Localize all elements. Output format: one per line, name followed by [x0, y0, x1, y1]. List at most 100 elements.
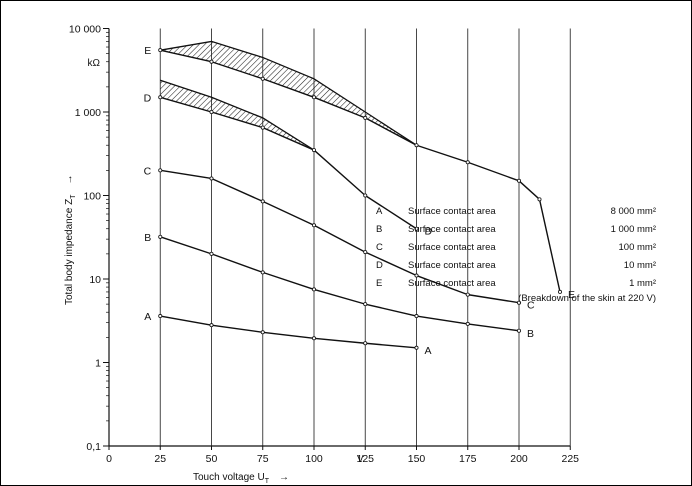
point-E — [363, 115, 368, 120]
legend-row-E: E Surface contact area 1 mm² (Breakdown of … — [376, 278, 666, 308]
point-D — [260, 125, 265, 130]
axis-labels: kΩ V Touch voltage UT → Total body impeda… — [64, 58, 364, 485]
point-C — [465, 292, 470, 297]
x-tick-label: 150 — [408, 453, 426, 465]
y-axis-title: Total body impedance ZT → — [64, 175, 77, 305]
x-tick-label: 75 — [257, 453, 269, 465]
x-tick-label: 225 — [561, 453, 579, 465]
legend-text: Surface contact area — [408, 278, 496, 289]
point-E — [465, 160, 470, 165]
legend-text: Surface contact area — [408, 260, 496, 271]
point-B — [209, 251, 214, 256]
series-end-label-A: A — [425, 345, 432, 357]
series-start-label-C: C — [144, 165, 152, 177]
point-B — [414, 314, 419, 319]
y-tick-label: 1 000 — [75, 107, 101, 119]
x-axis-title-text: Touch voltage U — [193, 472, 265, 483]
y-axis-title-sub: T — [70, 194, 77, 199]
point-D — [414, 226, 419, 231]
series-line-A — [160, 315, 417, 349]
point-E — [517, 178, 522, 183]
point-B — [363, 302, 368, 307]
point-A — [158, 314, 163, 319]
hatched-bands — [160, 40, 417, 151]
point-E — [558, 289, 563, 294]
x-tick-label: 125 — [356, 453, 374, 465]
y-axis-title-arrow: → — [64, 175, 75, 185]
point-D — [209, 110, 214, 115]
legend-row-B: B Surface contact area 1 000 mm² — [376, 224, 666, 242]
series-start-label-B: B — [144, 232, 151, 244]
point-E — [414, 143, 419, 148]
y-tick-label: 10 — [89, 274, 101, 286]
x-tick-label: 200 — [510, 453, 528, 465]
point-C — [311, 223, 316, 228]
series-line-D — [160, 96, 417, 230]
point-D — [363, 193, 368, 198]
x-tick-label: 175 — [459, 453, 477, 465]
y-axis-title-text: Total body impedance Z — [64, 199, 75, 305]
x-tick-label: 50 — [206, 453, 218, 465]
series-end-label-D: D — [425, 226, 433, 238]
x-unit-label: V — [357, 454, 364, 465]
point-C — [209, 176, 214, 181]
legend-row-C: C Surface contact area 100 mm² — [376, 242, 666, 260]
point-D — [158, 95, 163, 100]
y-tick-label: 0,1 — [86, 441, 101, 453]
point-E — [537, 197, 542, 202]
y-tick-label: 1 — [95, 358, 101, 370]
legend-letter: D — [376, 260, 383, 271]
legend: A Surface contact area 8 000 mm² B Surface c… — [376, 206, 666, 308]
point-C — [260, 199, 265, 204]
x-axis-title: Touch voltage UT → — [193, 472, 289, 485]
series-line-C — [160, 169, 520, 304]
y-tick-label: 100 — [83, 191, 101, 203]
point-A — [363, 341, 368, 346]
series-start-label-D: D — [144, 92, 152, 104]
legend-value: 10 mm² — [623, 260, 656, 271]
point-E — [311, 95, 316, 100]
legend-value: 1 mm² — [629, 278, 656, 289]
series-start-label-A: A — [144, 311, 151, 323]
series-end-label-E: E — [568, 289, 575, 301]
band-upper-D — [160, 79, 315, 151]
x-axis-title-sub: T — [265, 478, 270, 485]
series-line-E — [160, 49, 561, 293]
legend-letter: B — [376, 224, 383, 235]
point-B — [517, 328, 522, 333]
point-A — [414, 345, 419, 350]
legend-row-D: D Surface contact area 10 mm² — [376, 260, 666, 278]
point-B — [465, 321, 470, 326]
point-B — [311, 287, 316, 292]
legend-value: 8 000 mm² — [610, 206, 656, 217]
legend-value: 100 mm² — [618, 242, 656, 253]
series-end-label-B: B — [527, 328, 534, 340]
legend-text: Surface contact area — [408, 242, 496, 253]
legend-note: (Breakdown of the skin at 220 V) — [518, 293, 656, 304]
point-B — [260, 270, 265, 275]
legend-text: Surface contact area — [408, 224, 496, 235]
band-upper-E — [160, 40, 417, 146]
series-line-B — [160, 236, 520, 332]
point-C — [414, 273, 419, 278]
point-C — [158, 168, 163, 173]
legend-row-A: A Surface contact area 8 000 mm² — [376, 206, 666, 224]
band-E — [160, 41, 417, 146]
point-B — [158, 234, 163, 239]
point-E — [260, 76, 265, 81]
point-D — [311, 148, 316, 153]
point-C — [363, 250, 368, 255]
point-A — [260, 330, 265, 335]
x-axis-title-arrow: → — [279, 472, 289, 483]
point-C — [517, 300, 522, 305]
legend-letter: C — [376, 242, 383, 253]
point-A — [209, 323, 214, 328]
legend-text: Surface contact area — [408, 206, 496, 217]
x-tick-label: 0 — [106, 453, 112, 465]
series-start-label-E: E — [144, 45, 151, 57]
legend-letter: A — [376, 206, 383, 217]
axes: 0,1 1 10 100 1 000 10 000 0 25 50 75 100 125 150 175 2… — [69, 24, 579, 466]
y-tick-label: 10 000 — [69, 24, 101, 36]
